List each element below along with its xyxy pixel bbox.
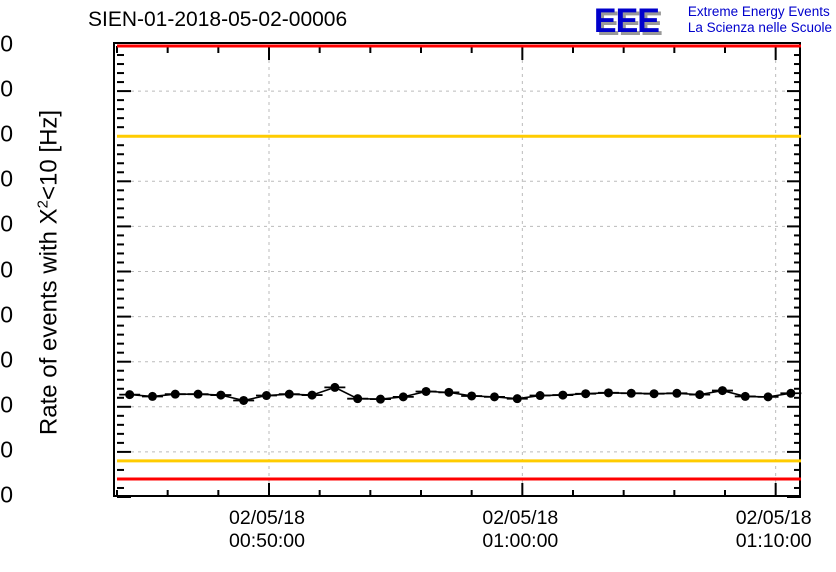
x-tick-label-2: 02/05/18 01:10:00 <box>735 507 812 552</box>
data-point-marker <box>307 390 317 400</box>
eee-logo-mark: EEE EEE <box>593 2 682 43</box>
data-point-marker <box>330 382 340 392</box>
data-point-marker <box>239 395 249 405</box>
y-tick-label-0: 0 <box>0 481 13 508</box>
data-point-marker <box>125 390 135 400</box>
y-tick-label-90: 90 <box>0 75 13 102</box>
y-tick-label-30: 30 <box>0 346 13 373</box>
y-tick-label-10: 10 <box>0 436 13 463</box>
y-tick-label-60: 60 <box>0 210 13 237</box>
data-point-marker <box>786 388 796 398</box>
data-point-marker <box>535 391 545 401</box>
data-point-marker <box>353 394 363 404</box>
y-tick-label-20: 20 <box>0 391 13 418</box>
data-series-0 <box>119 382 802 405</box>
data-point-marker <box>603 388 613 398</box>
y-axis-title: Rate of events with X2<10 [Hz] <box>35 38 64 508</box>
y-tick-label-40: 40 <box>0 301 13 328</box>
data-point-marker <box>740 391 750 401</box>
data-point-marker <box>695 390 705 400</box>
eee-logo-text: Extreme Energy Events La Scienza nelle S… <box>688 3 832 36</box>
data-point-marker <box>284 389 294 399</box>
eee-logo-line1: Extreme Energy Events <box>687 4 830 19</box>
data-point-marker <box>581 389 591 399</box>
eee-logo-line2: La Scienza nelle Scuole <box>687 20 832 35</box>
data-point-marker <box>375 394 385 404</box>
plot-area <box>113 42 802 498</box>
data-point-marker <box>170 389 180 399</box>
y-axis-title-text: Rate of events with X2<10 [Hz] <box>34 109 63 436</box>
data-point-marker <box>147 391 157 401</box>
eee-logo-mark-front: EEE <box>593 2 660 40</box>
y-tick-label-100: 100 <box>0 30 13 57</box>
plot-svg <box>116 44 802 498</box>
data-point-marker <box>261 391 271 401</box>
eee-logo-mark-shadow: EEE <box>596 5 663 43</box>
data-point-marker <box>649 389 659 399</box>
page-title: SIEN-01-2018-05-02-00006 <box>88 8 348 31</box>
data-point-marker <box>489 392 499 402</box>
data-point-marker <box>512 394 522 404</box>
x-tick-label-0: 02/05/18 00:50:00 <box>229 507 305 552</box>
data-point-marker <box>558 390 568 400</box>
data-point-marker <box>421 386 431 396</box>
x-tick-label-1: 02/05/18 01:00:00 <box>482 507 559 552</box>
data-point-marker <box>626 388 636 398</box>
data-point-marker <box>467 391 477 401</box>
data-point-marker <box>193 389 203 399</box>
data-point-marker <box>216 390 226 400</box>
data-point-marker <box>763 392 773 402</box>
data-point-marker <box>717 386 727 396</box>
y-tick-label-80: 80 <box>0 120 13 147</box>
data-point-marker <box>398 392 408 402</box>
eee-logo: EEE EEE Extreme Energy Events La Scienza… <box>594 3 832 41</box>
y-tick-label-70: 70 <box>0 165 13 192</box>
data-point-marker <box>672 388 682 398</box>
y-tick-label-50: 50 <box>0 256 13 282</box>
data-point-marker <box>444 387 454 397</box>
